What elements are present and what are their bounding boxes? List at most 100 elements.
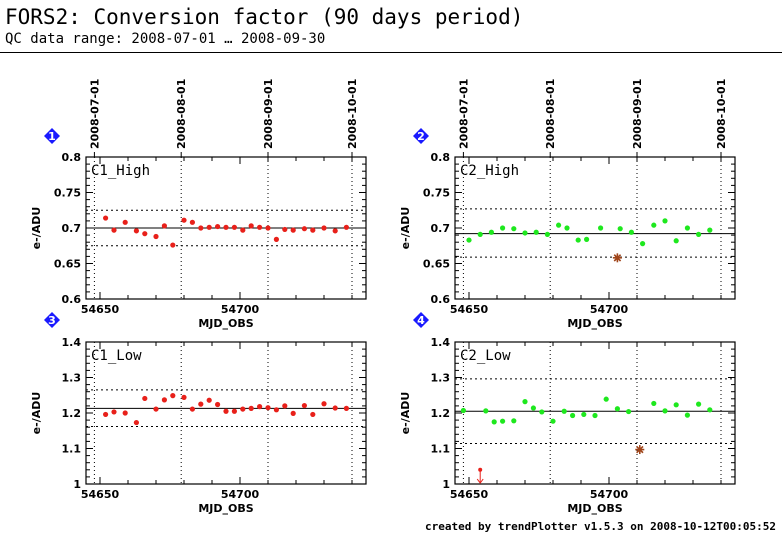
data-point (133, 228, 139, 234)
page-title: FORS2: Conversion factor (90 days period… (5, 5, 524, 29)
data-point (466, 237, 472, 243)
outlier-stroke (636, 445, 644, 454)
date-tick-label: 2008-08-01 (544, 79, 557, 149)
data-point (321, 401, 327, 407)
x-axis-label: MJD_OBS (198, 502, 253, 515)
data-point (122, 219, 128, 225)
panel-badge-number: 1 (48, 130, 56, 143)
data-point (301, 226, 307, 232)
data-point (181, 217, 187, 223)
outlier-marker (635, 445, 645, 455)
data-point (257, 224, 263, 230)
data-point (491, 419, 497, 425)
data-point (651, 400, 657, 407)
data-point (522, 399, 528, 405)
x-tick-label: 54650 (450, 488, 489, 501)
chart-panel-1: 1 2008-07-01 2008-08-01 2008-09-01 2008-10-0… (30, 79, 367, 330)
data-point (707, 227, 713, 233)
data-point (161, 397, 167, 403)
data-point (198, 225, 204, 231)
date-tick-label: 2008-10-01 (715, 79, 728, 149)
data-point (511, 418, 517, 424)
data-point (673, 238, 679, 244)
panel-badge-icon (44, 128, 60, 144)
data-point (488, 229, 494, 235)
data-point (257, 404, 263, 410)
data-point (561, 408, 567, 414)
x-tick-label: 54700 (221, 303, 260, 316)
y-tick-label: 1.3 (431, 372, 451, 385)
data-point (142, 231, 148, 237)
data-point (530, 405, 537, 411)
y-tick-label: 0.75 (54, 187, 81, 200)
data-point (564, 225, 570, 231)
data-point (133, 419, 139, 426)
data-point (198, 401, 204, 407)
data-point (273, 236, 279, 242)
data-point (584, 236, 590, 242)
y-tick-label: 1.2 (62, 407, 82, 420)
y-tick-label: 1.4 (431, 336, 451, 349)
x-tick-label: 54650 (450, 303, 489, 316)
data-point (282, 403, 288, 409)
x-tick-label: 54650 (81, 488, 120, 501)
panel-badge-icon (413, 128, 429, 144)
data-point (248, 405, 254, 411)
data-point (153, 233, 159, 240)
data-point (598, 225, 604, 231)
data-point (483, 408, 489, 414)
y-axis-label: e-/ADU (30, 392, 43, 435)
y-tick-label: 0.65 (54, 258, 81, 271)
panel-label: C1_High (91, 163, 150, 179)
x-axis-label: MJD_OBS (567, 502, 622, 515)
outlier-stroke (613, 254, 622, 262)
header-rule (0, 52, 782, 53)
y-axis-label: e-/ADU (30, 207, 43, 250)
y-axis-label: e-/ADU (399, 207, 412, 250)
data-point (662, 218, 668, 224)
y-tick-label: 1 (442, 478, 450, 491)
data-point (343, 224, 349, 230)
data-point (265, 225, 271, 231)
data-point (170, 242, 176, 248)
data-point (628, 229, 635, 235)
footer-credit: created by trendPlotter v1.5.3 on 2008-1… (425, 520, 776, 533)
data-point (223, 408, 229, 414)
y-axis-label: e-/ADU (399, 392, 412, 435)
data-point (673, 402, 679, 408)
data-point (321, 225, 327, 231)
date-tick-label: 2008-10-01 (346, 79, 359, 149)
data-point (301, 402, 307, 409)
data-point (189, 219, 195, 225)
panel-label: C2_High (460, 163, 519, 179)
y-tick-label: 1.2 (431, 407, 451, 420)
chart-panel-2: 2 2008-07-01 2008-08-01 2008-09-01 2008-10-0… (399, 79, 736, 330)
data-point (231, 408, 237, 414)
y-tick-label: 0.6 (62, 293, 82, 306)
y-tick-label: 0.75 (423, 187, 450, 200)
y-tick-label: 0.7 (62, 222, 82, 235)
data-point (556, 222, 562, 228)
data-point (310, 227, 316, 233)
x-axis-label: MJD_OBS (198, 317, 253, 330)
y-tick-label: 0.65 (423, 258, 450, 271)
data-point (550, 418, 556, 424)
page-subtitle: QC data range: 2008-07-01 … 2008-09-30 (5, 31, 326, 47)
offscale-arrow-head (476, 478, 484, 484)
data-point (575, 237, 581, 243)
data-point (332, 228, 338, 234)
y-tick-label: 0.8 (431, 151, 451, 164)
data-point (460, 407, 466, 414)
data-point (265, 405, 271, 411)
y-tick-label: 1.4 (62, 336, 82, 349)
y-tick-label: 0.7 (431, 222, 451, 235)
data-point (684, 225, 691, 231)
data-point (231, 224, 237, 230)
y-tick-label: 0.8 (62, 151, 82, 164)
data-point (170, 393, 176, 399)
data-point (533, 229, 539, 235)
data-point (522, 230, 528, 236)
data-point (570, 412, 576, 419)
panel-badge-icon (44, 312, 60, 328)
